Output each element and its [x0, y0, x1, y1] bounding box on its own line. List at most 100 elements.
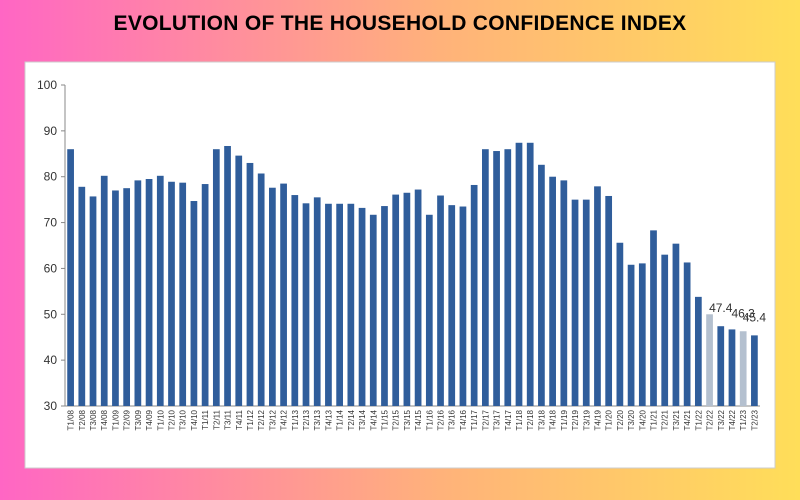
bar — [672, 243, 680, 406]
x-tick-label: T2/17 — [481, 409, 490, 430]
bar — [313, 197, 321, 406]
bar — [717, 326, 725, 406]
x-tick-label: T3/16 — [448, 409, 457, 430]
x-tick-label: T3/11 — [224, 409, 233, 429]
data-label: 45.4 — [743, 310, 767, 324]
x-tick-label: T3/21 — [672, 409, 681, 430]
x-tick-label: T1/13 — [291, 409, 300, 430]
x-tick-label: T4/17 — [504, 409, 513, 430]
bar — [751, 335, 758, 406]
x-tick-label: T1/09 — [111, 409, 120, 430]
x-tick-label: T4/18 — [549, 409, 558, 430]
bar — [549, 176, 556, 406]
bar — [605, 195, 613, 406]
x-tick-label: T4/19 — [593, 409, 602, 430]
bar — [694, 296, 702, 406]
x-tick-label: T4/10 — [190, 409, 199, 430]
x-tick-label: T3/09 — [134, 409, 143, 430]
bar — [100, 175, 108, 406]
y-tick-label: 90 — [44, 124, 58, 138]
x-tick-label: T1/19 — [560, 409, 569, 430]
bar — [594, 186, 601, 406]
bar — [381, 206, 388, 406]
x-tick-label: T3/22 — [717, 409, 726, 430]
x-tick-label: T4/21 — [683, 409, 692, 430]
bar — [347, 203, 355, 406]
x-tick-label: T2/16 — [437, 409, 446, 430]
x-tick-label: T2/19 — [571, 409, 580, 430]
bar — [739, 331, 747, 406]
bar — [291, 195, 299, 406]
x-tick-label: T1/12 — [246, 409, 255, 430]
x-tick-label: T1/16 — [425, 409, 434, 430]
x-tick-label: T4/14 — [369, 409, 378, 430]
bar — [145, 179, 153, 406]
bar — [224, 145, 231, 407]
x-tick-label: T2/08 — [78, 409, 87, 430]
bar — [134, 180, 142, 406]
x-tick-label: T4/22 — [728, 409, 737, 430]
bar — [67, 149, 74, 406]
bar — [179, 182, 187, 406]
x-tick-label: T3/18 — [537, 409, 546, 430]
x-tick-label: T4/09 — [145, 409, 154, 430]
bar — [358, 207, 366, 406]
y-tick-label: 40 — [44, 353, 58, 367]
bar — [392, 194, 400, 406]
x-tick-label: T3/14 — [358, 409, 367, 430]
x-tick-label: T4/20 — [638, 409, 647, 430]
x-tick-label: T2/14 — [347, 409, 356, 430]
x-tick-label: T1/10 — [156, 409, 165, 430]
bar — [246, 162, 254, 406]
bar — [728, 329, 736, 406]
bar — [257, 173, 265, 406]
bar — [582, 199, 590, 406]
x-tick-label: T2/15 — [392, 409, 401, 430]
bar — [190, 201, 198, 406]
x-tick-label: T1/21 — [650, 409, 659, 430]
y-tick-label: 80 — [44, 170, 58, 184]
x-tick-label: T3/17 — [493, 409, 502, 430]
bar — [470, 184, 478, 406]
chart-title: EVOLUTION OF THE HOUSEHOLD CONFIDENCE IN… — [113, 12, 687, 35]
bar — [325, 203, 332, 406]
x-tick-label: T4/11 — [235, 409, 244, 429]
y-tick-label: 50 — [44, 307, 58, 321]
x-tick-label: T2/18 — [526, 409, 535, 430]
x-tick-label: T4/15 — [414, 409, 423, 430]
bar — [504, 149, 512, 406]
bar — [515, 142, 523, 406]
x-tick-label: T3/13 — [313, 409, 322, 430]
x-tick-label: T4/12 — [280, 409, 289, 430]
bar — [425, 214, 433, 406]
x-tick-label: T3/19 — [582, 409, 591, 430]
bar — [156, 175, 164, 406]
x-tick-label: T2/22 — [706, 409, 715, 430]
x-tick-label: T3/12 — [268, 409, 277, 430]
bar — [369, 214, 377, 406]
bar — [683, 262, 691, 406]
x-tick-label: T1/22 — [694, 409, 703, 430]
bar — [706, 314, 713, 406]
x-tick-label: T1/23 — [739, 409, 748, 430]
bar — [269, 187, 276, 406]
bar — [212, 149, 220, 406]
bar — [448, 205, 456, 406]
bar — [616, 242, 624, 406]
y-tick-label: 70 — [44, 216, 58, 230]
x-tick-label: T1/18 — [515, 409, 524, 430]
bar — [201, 184, 209, 406]
bar — [482, 149, 489, 406]
x-tick-label: T1/08 — [67, 409, 76, 430]
x-tick-label: T3/15 — [403, 409, 412, 430]
bar — [336, 203, 343, 406]
bar — [571, 199, 579, 406]
bar — [638, 263, 646, 406]
x-tick-label: T2/13 — [302, 409, 311, 430]
bar — [437, 195, 444, 406]
bar — [459, 206, 467, 406]
x-tick-label: T2/10 — [167, 409, 176, 430]
x-tick-label: T1/20 — [605, 409, 614, 430]
x-tick-label: T2/12 — [257, 409, 266, 430]
